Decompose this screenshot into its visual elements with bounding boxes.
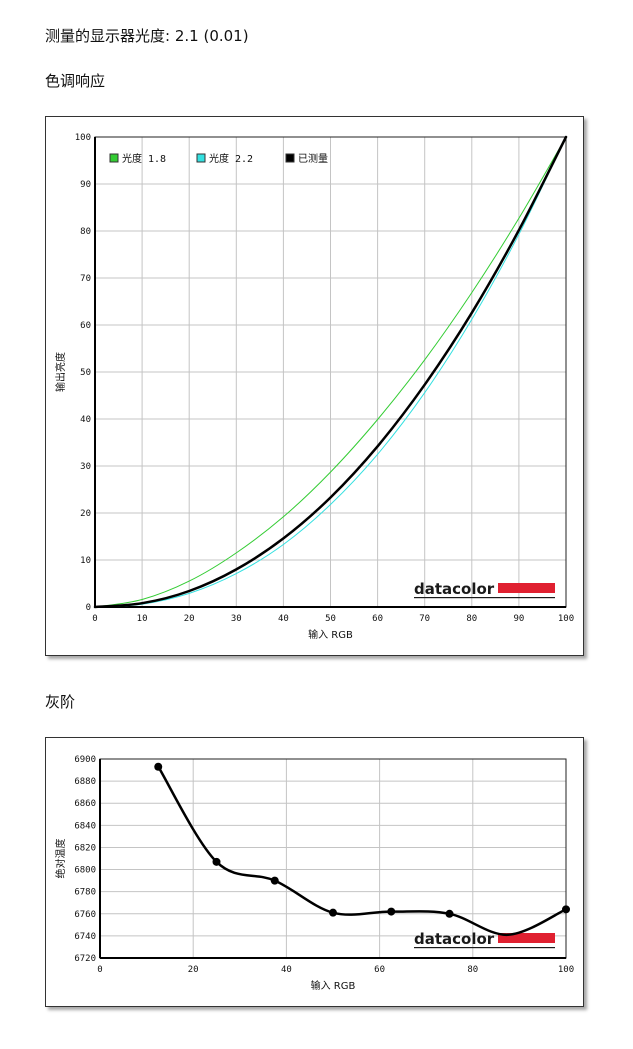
data-point — [445, 909, 454, 918]
series-line-1 — [94, 136, 567, 608]
x-tick-label: 100 — [558, 614, 574, 624]
y-tick-label: 6800 — [74, 866, 96, 876]
x-tick-label: 100 — [558, 965, 574, 975]
y-tick-label: 6720 — [74, 954, 96, 964]
measured-gamma-heading: 测量的显示器光度: 2.1 (0.01) — [45, 27, 249, 45]
y-tick-label: 6760 — [74, 910, 96, 920]
y-axis-label: 绝对温度 — [54, 839, 67, 879]
y-axis-label: 输出亮度 — [54, 352, 67, 392]
y-tick-label: 90 — [80, 180, 91, 190]
y-tick-label: 80 — [80, 227, 91, 237]
x-tick-label: 80 — [467, 965, 478, 975]
x-tick-label: 40 — [281, 965, 292, 975]
x-tick-label: 80 — [466, 614, 477, 624]
x-tick-label: 10 — [137, 614, 148, 624]
x-tick-label: 60 — [372, 614, 383, 624]
legend-swatch — [196, 153, 206, 163]
x-tick-label: 40 — [278, 614, 289, 624]
x-tick-label: 20 — [188, 965, 199, 975]
measured-gamma-value: 2.1 (0.01) — [174, 27, 249, 45]
y-tick-label: 10 — [80, 556, 91, 566]
y-tick-label: 6740 — [74, 932, 96, 942]
datacolor-logo-bar — [498, 583, 555, 593]
y-tick-label: 60 — [80, 321, 91, 331]
datacolor-logo: datacolor — [414, 580, 555, 599]
grayscale-chart: 0 20 40 60 80 100 6720 6740 6760 6780 6800 6820 6840… — [54, 755, 574, 992]
tone-response-chart-frame: 0 10 20 30 40 50 60 70 80 90 100 0 10 20 30 40 50 60 70 80 9… — [45, 116, 584, 656]
x-tick-label: 70 — [419, 614, 430, 624]
x-tick-label: 20 — [184, 614, 195, 624]
legend-swatch — [285, 153, 295, 163]
datacolor-logo-underline — [414, 947, 555, 949]
datacolor-logo-underline — [414, 597, 555, 599]
grayscale-title: 灰阶 — [45, 693, 76, 711]
x-tick-label: 50 — [325, 614, 336, 624]
series-line-3 — [93, 135, 568, 609]
datacolor-logo: datacolor — [414, 930, 555, 949]
legend-label: 光度 2.2 — [209, 152, 253, 165]
data-point — [329, 908, 337, 917]
x-axis-label: 输入 RGB — [308, 628, 353, 641]
grid-lines — [94, 136, 567, 608]
data-point — [387, 907, 396, 916]
series-line-1 — [157, 765, 568, 937]
datacolor-logo-text: datacolor — [414, 580, 495, 598]
tone-response-title: 色调响应 — [45, 72, 106, 90]
x-tick-label: 0 — [92, 614, 97, 624]
datacolor-logo-bar — [498, 933, 555, 943]
legend-label: 光度 1.8 — [122, 152, 166, 165]
y-tick-label: 50 — [80, 368, 91, 378]
grayscale-chart-frame: 0 20 40 60 80 100 6720 6740 6760 6780 6800 6820 6840… — [45, 737, 584, 1007]
y-tick-label: 6780 — [74, 888, 96, 898]
data-point — [154, 762, 163, 771]
y-tick-label: 6820 — [74, 843, 96, 853]
y-tick-label: 6900 — [74, 755, 96, 765]
legend: 光度 1.8 光度 2.2 已测量 — [109, 152, 328, 165]
data-point — [212, 857, 221, 866]
y-tick-label: 20 — [80, 509, 91, 519]
x-tick-label: 60 — [374, 965, 385, 975]
y-tick-label: 40 — [80, 415, 91, 425]
datacolor-logo-text: datacolor — [414, 930, 495, 948]
legend-swatch — [109, 153, 119, 163]
measured-gamma-label: 测量的显示器光度: — [45, 27, 171, 45]
y-tick-label: 70 — [80, 274, 91, 284]
x-tick-label: 90 — [513, 614, 524, 624]
y-tick-label: 6880 — [74, 777, 96, 787]
y-tick-label: 6840 — [74, 821, 96, 831]
x-tick-label: 0 — [97, 965, 102, 975]
legend-label: 已测量 — [298, 152, 328, 165]
tone-response-chart: 0 10 20 30 40 50 60 70 80 90 100 0 10 20 30 40 50 60 70 80 9… — [54, 133, 574, 641]
x-axis-label: 输入 RGB — [311, 979, 356, 992]
y-tick-label: 30 — [80, 462, 91, 472]
series-line-2 — [94, 136, 567, 608]
data-point — [270, 876, 279, 885]
y-tick-label: 6860 — [74, 799, 96, 809]
data-point — [562, 905, 570, 914]
x-tick-label: 30 — [231, 614, 242, 624]
y-tick-label: 0 — [86, 603, 91, 613]
y-tick-label: 100 — [75, 133, 91, 143]
